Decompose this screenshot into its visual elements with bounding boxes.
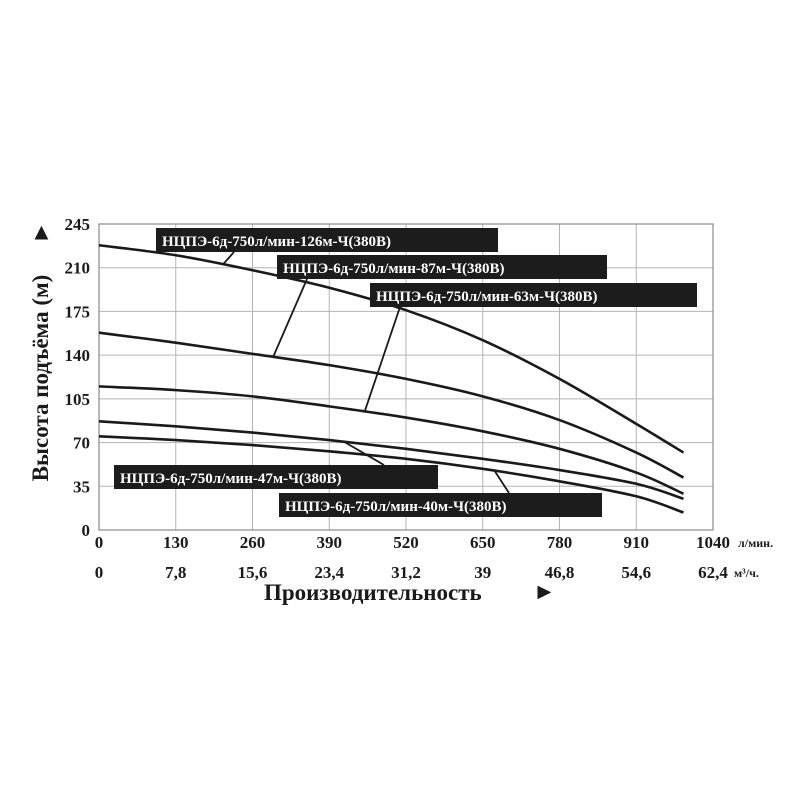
x-tick-label-primary: 1040 — [696, 533, 730, 552]
x-tick-label-secondary: 31,2 — [391, 563, 421, 582]
x-tick-label-primary: 650 — [470, 533, 496, 552]
y-tick-label: 175 — [65, 302, 91, 321]
label-leader-3 — [363, 306, 401, 412]
x-tick-label-secondary: 39 — [474, 563, 491, 582]
x-axis-title: Производительность — [264, 580, 482, 605]
y-tick-labels: 0 35 70 105 140 175 210 245 — [65, 215, 91, 540]
series-labels: НЦПЭ-6д-750л/мин-126м-Ч(380В) НЦПЭ-6д-750… — [114, 228, 697, 517]
series-label-1: НЦПЭ-6д-750л/мин-126м-Ч(380В) — [162, 234, 391, 250]
y-axis-title: Высота подъёма (м) ► — [28, 221, 53, 481]
series-curve-4 — [98, 420, 684, 501]
series-label-box-3 — [370, 283, 697, 307]
x-tick-label-primary: 390 — [317, 533, 343, 552]
y-tick-label: 35 — [73, 477, 90, 496]
series-curves — [98, 243, 685, 514]
series-curve-3 — [98, 385, 685, 495]
x-tick-label-primary: 0 — [95, 533, 104, 552]
y-axis-title-text: Высота подъёма (м) — [28, 275, 53, 482]
x-tick-label-secondary: 0 — [95, 563, 104, 582]
series-label-box-5 — [279, 493, 602, 517]
x-tick-label-secondary: 15,6 — [238, 563, 268, 582]
x-tick-label-primary: 130 — [163, 533, 189, 552]
series-label-4: НЦПЭ-6д-750л/мин-47м-Ч(380В) — [120, 471, 342, 487]
y-tick-label: 0 — [82, 521, 91, 540]
y-tick-label: 210 — [65, 259, 91, 278]
x-tick-label-secondary: 54,6 — [621, 563, 651, 582]
x-unit-secondary: м³/ч. — [734, 566, 759, 580]
x-tick-label-primary: 260 — [240, 533, 266, 552]
label-leader-2 — [272, 278, 308, 358]
x-tick-label-secondary: 7,8 — [165, 563, 186, 582]
series-label-5: НЦПЭ-6д-750л/мин-40м-Ч(380В) — [285, 499, 507, 515]
label-leader-4 — [343, 440, 385, 466]
plot-frame — [98, 223, 714, 531]
x-tick-label-secondary: 62,4 — [698, 563, 728, 582]
x-axis-arrow-icon: ► — [533, 579, 556, 604]
x-tick-label-primary: 520 — [393, 533, 419, 552]
series-curve-5 — [98, 435, 684, 514]
x-unit-primary: л/мин. — [738, 536, 773, 550]
series-label-2: НЦПЭ-6д-750л/мин-87м-Ч(380В) — [283, 261, 505, 277]
x-tick-label-primary: 910 — [624, 533, 650, 552]
label-leaders — [222, 251, 510, 494]
label-leader-5 — [493, 470, 510, 494]
y-tick-label: 140 — [65, 346, 91, 365]
series-curve-2 — [98, 331, 685, 479]
series-label-box-2 — [277, 255, 607, 279]
series-curve-1 — [98, 243, 685, 454]
x-tick-label-secondary: 46,8 — [545, 563, 575, 582]
y-tick-label: 245 — [65, 215, 91, 234]
series-label-box-4 — [114, 465, 438, 489]
series-label-3: НЦПЭ-6д-750л/мин-63м-Ч(380В) — [376, 289, 598, 305]
x-tick-label-primary: 780 — [547, 533, 573, 552]
y-tick-label: 105 — [65, 390, 91, 409]
series-label-box-1 — [156, 228, 498, 252]
y-tick-label: 70 — [73, 434, 90, 453]
label-leader-1 — [222, 251, 235, 266]
x-tick-labels: 0 130 260 390 520 650 780 910 1040 0 7,8 15,6 23,4 31… — [95, 533, 730, 582]
x-tick-label-secondary: 23,4 — [314, 563, 344, 582]
y-axis-arrow-icon: ► — [28, 221, 53, 244]
